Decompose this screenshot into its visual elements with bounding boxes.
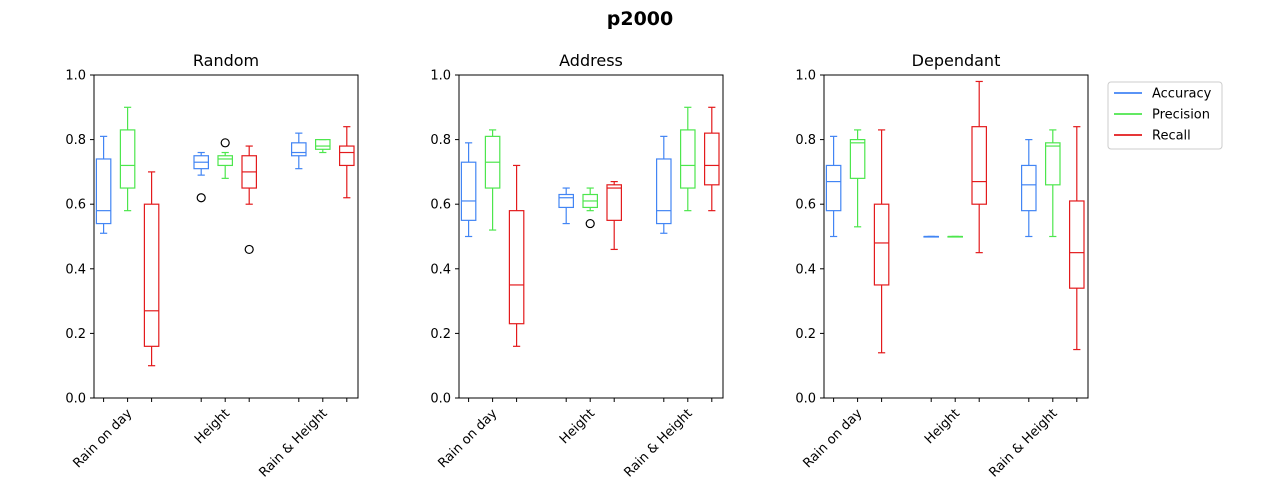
x-tick-label-height: Height xyxy=(192,406,233,447)
box-recall-rain-and-height-iqr xyxy=(703,132,720,186)
box-precision-rain-on-day xyxy=(119,106,136,212)
y-tick-label: 0.4 xyxy=(65,262,86,277)
box-recall-height xyxy=(971,80,987,254)
box-accuracy-rain-on-day-iqr xyxy=(95,158,112,225)
box-recall-rain-on-day-iqr xyxy=(873,203,890,286)
legend-label-recall: Recall xyxy=(1152,129,1191,144)
x-tick-label-rain-on-day: Rain on day xyxy=(435,406,500,471)
box-accuracy-rain-and-height xyxy=(655,135,672,234)
box-accuracy-rain-and-height xyxy=(1020,139,1037,238)
box-precision-rain-and-height-iqr xyxy=(315,139,331,150)
y-tick-label: 0.2 xyxy=(430,327,451,342)
y-tick-label: 1.0 xyxy=(65,69,86,84)
x-tick-label-rain-and-height: Rain & Height xyxy=(256,406,330,480)
x-tick-label-height: Height xyxy=(922,406,963,447)
box-precision-rain-and-height xyxy=(679,106,696,212)
y-tick-label: 1.0 xyxy=(795,69,816,84)
y-tick-label: 0.6 xyxy=(795,198,816,213)
box-precision-height-iqr xyxy=(217,155,233,167)
box-precision-rain-on-day-iqr xyxy=(849,139,866,179)
x-tick-label-rain-and-height: Rain & Height xyxy=(621,406,695,480)
box-recall-rain-on-day-iqr xyxy=(508,210,525,325)
box-accuracy-height-outlier xyxy=(196,193,206,203)
legend: Accuracy Precision Recall xyxy=(1107,81,1223,150)
box-precision-height xyxy=(217,138,233,179)
panels: Random 0.0 0.2 0.4 0.6 0.8 1.0 Rain on day Heigh… xyxy=(65,51,1089,480)
box-precision-rain-and-height xyxy=(315,139,331,154)
box-accuracy-rain-and-height-iqr xyxy=(291,142,307,157)
box-accuracy-rain-and-height-iqr xyxy=(1020,164,1037,212)
panel-dependant: Dependant 0.0 0.2 0.4 0.6 0.8 1.0 Rain on day He… xyxy=(795,51,1089,480)
box-recall-height-iqr xyxy=(606,184,622,221)
box-accuracy-rain-on-day-iqr xyxy=(460,161,477,221)
box-recall-rain-on-day xyxy=(508,164,525,347)
box-precision-height-outlier xyxy=(220,138,230,148)
box-accuracy-rain-on-day-iqr xyxy=(825,164,842,212)
x-tick-label-height: Height xyxy=(557,406,598,447)
y-tick-label: 0.0 xyxy=(65,392,86,407)
figure-title: p2000 xyxy=(607,8,673,30)
box-precision-height xyxy=(947,235,963,238)
box-recall-rain-and-height xyxy=(339,126,355,199)
box-precision-height xyxy=(582,187,598,229)
box-accuracy-height-iqr xyxy=(558,193,574,209)
box-precision-rain-and-height-iqr xyxy=(1044,142,1061,186)
y-tick-label: 0.4 xyxy=(795,262,816,277)
y-tick-label: 0.8 xyxy=(65,133,86,148)
box-accuracy-rain-and-height-iqr xyxy=(655,158,672,225)
box-accuracy-rain-on-day xyxy=(460,142,477,238)
box-recall-height xyxy=(606,180,622,251)
box-precision-rain-on-day-iqr xyxy=(119,129,136,189)
box-precision-rain-and-height xyxy=(1044,129,1061,238)
box-recall-rain-and-height xyxy=(703,106,720,212)
y-tick-label: 0.6 xyxy=(65,198,86,213)
box-recall-rain-and-height xyxy=(1068,126,1085,351)
y-tick-label: 0.8 xyxy=(430,133,451,148)
legend-box xyxy=(1107,81,1223,150)
axes-frame-dependant xyxy=(823,74,1089,399)
panel-title-random: Random xyxy=(193,51,259,70)
box-recall-rain-on-day xyxy=(143,171,160,367)
axes-frame-random xyxy=(93,74,359,399)
box-recall-height-outlier xyxy=(244,244,254,255)
box-recall-rain-on-day xyxy=(873,129,890,354)
box-recall-rain-on-day-iqr xyxy=(143,203,160,347)
x-tick-label-rain-on-day: Rain on day xyxy=(70,406,135,471)
panel-address: Address 0.0 0.2 0.4 0.6 0.8 1.0 Rain on day Heig… xyxy=(430,51,724,480)
x-tick-label-rain-and-height: Rain & Height xyxy=(986,406,1060,480)
y-tick-label: 0.0 xyxy=(795,392,816,407)
box-precision-rain-on-day xyxy=(484,129,501,231)
legend-label-precision: Precision xyxy=(1152,108,1210,123)
y-tick-label: 0.2 xyxy=(795,327,816,342)
box-precision-rain-on-day xyxy=(849,129,866,228)
y-tick-label: 0.0 xyxy=(430,392,451,407)
panel-title-dependant: Dependant xyxy=(912,51,1001,70)
y-tick-label: 0.2 xyxy=(65,327,86,342)
legend-label-accuracy: Accuracy xyxy=(1152,87,1212,102)
box-recall-height xyxy=(241,145,257,255)
box-accuracy-rain-on-day xyxy=(95,135,112,234)
y-tick-label: 1.0 xyxy=(430,69,451,84)
y-tick-label: 0.4 xyxy=(430,262,451,277)
box-recall-height-iqr xyxy=(971,126,987,205)
box-accuracy-height xyxy=(558,187,574,225)
box-precision-height-outlier xyxy=(585,218,595,229)
y-tick-label: 0.8 xyxy=(795,133,816,148)
box-accuracy-height xyxy=(193,151,209,203)
box-accuracy-rain-on-day xyxy=(825,135,842,238)
panel-title-address: Address xyxy=(559,51,623,70)
box-recall-rain-and-height-iqr xyxy=(1068,200,1085,289)
box-accuracy-height xyxy=(923,235,939,238)
box-recall-rain-and-height-iqr xyxy=(339,145,355,167)
panel-random: Random 0.0 0.2 0.4 0.6 0.8 1.0 Rain on day Heigh… xyxy=(65,51,359,480)
x-tick-label-rain-on-day: Rain on day xyxy=(800,406,865,471)
axes-frame-address xyxy=(458,74,724,399)
box-accuracy-rain-and-height xyxy=(291,132,307,170)
y-tick-label: 0.6 xyxy=(430,198,451,213)
box-precision-rain-and-height-iqr xyxy=(679,129,696,189)
